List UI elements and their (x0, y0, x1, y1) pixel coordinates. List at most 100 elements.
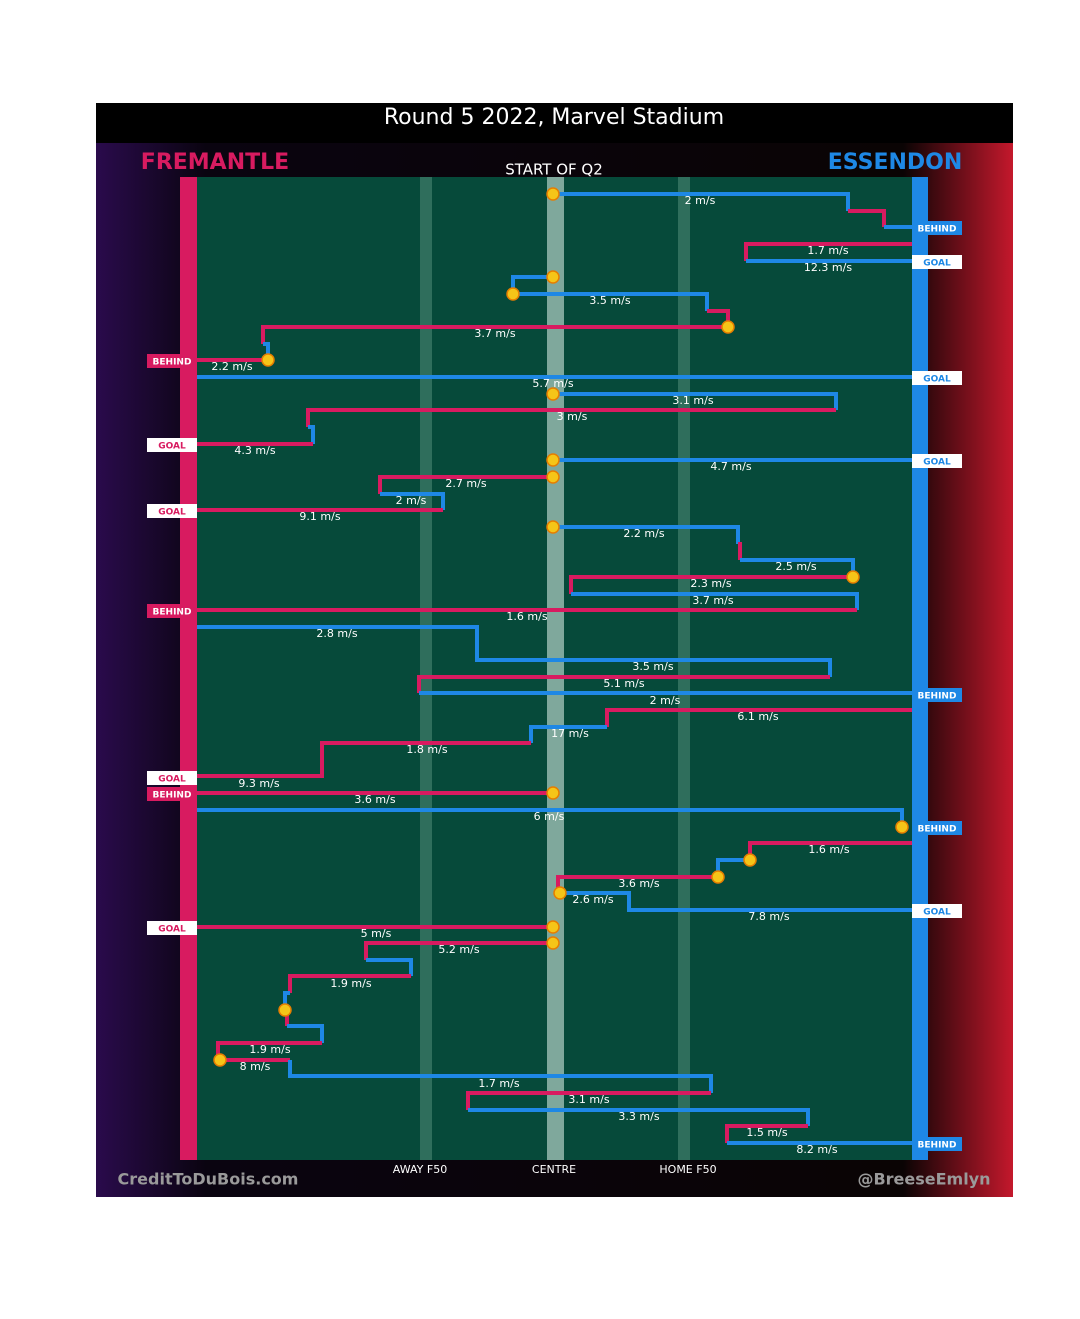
speed-label: 2.7 m/s (445, 477, 486, 490)
result-label: BEHIND (918, 1141, 957, 1151)
away-f50-stripe (420, 177, 432, 1160)
speed-label: 2.6 m/s (572, 893, 613, 906)
speed-label: 2.8 m/s (316, 627, 357, 640)
stoppage-marker (846, 570, 860, 584)
speed-label: 1.5 m/s (746, 1126, 787, 1139)
result-label: BEHIND (153, 791, 192, 801)
possession-path (364, 941, 553, 960)
stoppage-marker (278, 1003, 292, 1017)
stoppage-marker (546, 387, 560, 401)
speed-label: 5.1 m/s (603, 677, 644, 690)
speed-label: 1.9 m/s (249, 1043, 290, 1056)
result-label: BEHIND (153, 358, 192, 368)
speed-label: 1.7 m/s (807, 244, 848, 257)
title: Round 5 2022, Marvel Stadium (384, 105, 724, 130)
stoppage-marker (506, 287, 520, 301)
possession-path (738, 542, 742, 560)
speed-label: 3.6 m/s (618, 877, 659, 890)
speed-label: 2 m/s (650, 694, 681, 707)
result-label: GOAL (158, 925, 186, 935)
possession-path (366, 958, 413, 976)
result-label: BEHIND (918, 225, 957, 235)
period: START OF Q2 (505, 161, 603, 179)
speed-label: 5 m/s (361, 927, 392, 940)
speed-label: 1.9 m/s (330, 977, 371, 990)
possession-path (553, 192, 850, 211)
result-tag (912, 904, 962, 918)
possession-path (380, 492, 445, 510)
stoppage-marker (711, 870, 725, 884)
speed-label: 7.8 m/s (748, 910, 789, 923)
result-label: GOAL (923, 908, 951, 918)
result-tag (147, 438, 197, 452)
result-tag (147, 354, 197, 368)
result-tag (147, 921, 197, 935)
stoppage-marker (261, 353, 275, 367)
left-goal-bar (180, 177, 197, 1160)
result-tag (912, 454, 962, 468)
possession-path (553, 525, 740, 544)
stoppage-marker (743, 853, 757, 867)
speed-label: 5.2 m/s (438, 943, 479, 956)
possession-path (216, 1041, 322, 1062)
speed-label: 4.7 m/s (710, 460, 751, 473)
speed-label: 2 m/s (685, 194, 716, 207)
left-team: FREMANTLE (141, 150, 289, 175)
centre-stripe (547, 177, 564, 1160)
possession-path (744, 242, 912, 261)
possession-path (558, 891, 912, 912)
stoppage-marker (721, 320, 735, 334)
speed-label: 2.2 m/s (211, 360, 252, 373)
title-band (96, 103, 1013, 143)
speed-label: 1.6 m/s (506, 610, 547, 623)
speed-label: 3.7 m/s (692, 594, 733, 607)
possession-path (571, 592, 859, 610)
result-label: GOAL (158, 775, 186, 785)
possession-path (308, 425, 315, 444)
possession-path (306, 408, 836, 427)
speed-label: 1.7 m/s (478, 1077, 519, 1090)
speed-label: 3.5 m/s (632, 660, 673, 673)
possession-path (529, 725, 607, 743)
speed-label: 2.2 m/s (623, 527, 664, 540)
result-tag (147, 771, 197, 785)
possession-path (848, 209, 886, 227)
possession-path (725, 1124, 808, 1143)
speed-label: 9.3 m/s (238, 777, 279, 790)
result-label: GOAL (923, 458, 951, 468)
speed-label: 2.3 m/s (690, 577, 731, 590)
speed-label: 1.6 m/s (808, 843, 849, 856)
stoppage-marker (546, 187, 560, 201)
result-label: BEHIND (153, 608, 192, 618)
result-tag (147, 604, 197, 618)
axis-label: CENTRE (532, 1163, 576, 1176)
stoppage-marker (546, 470, 560, 484)
axis-label: AWAY F50 (393, 1163, 447, 1176)
possession-path (417, 675, 830, 693)
speed-label: 4.3 m/s (234, 444, 275, 457)
speed-label: 8 m/s (240, 1060, 271, 1073)
possession-path (288, 974, 411, 993)
possession-path (605, 708, 912, 727)
right-goal-bar (912, 177, 928, 1160)
stoppage-marker (213, 1053, 227, 1067)
speed-label: 3.7 m/s (474, 327, 515, 340)
speed-label: 17 m/s (551, 727, 589, 740)
home-f50-stripe (678, 177, 690, 1160)
possession-path (197, 741, 531, 778)
speed-label: 3.1 m/s (672, 394, 713, 407)
stoppage-marker (895, 820, 909, 834)
speed-label: 8.2 m/s (796, 1143, 837, 1156)
result-label: GOAL (158, 508, 186, 518)
speed-label: 5.7 m/s (532, 377, 573, 390)
speed-label: 3.3 m/s (618, 1110, 659, 1123)
result-tag (912, 688, 962, 702)
result-label: GOAL (923, 259, 951, 269)
result-label: GOAL (923, 375, 951, 385)
credit: @BreeseEmlyn (857, 1170, 990, 1189)
speed-label: 3 m/s (557, 410, 588, 423)
possession-path (287, 1024, 324, 1043)
stoppage-marker (546, 270, 560, 284)
speed-label: 6 m/s (534, 810, 565, 823)
